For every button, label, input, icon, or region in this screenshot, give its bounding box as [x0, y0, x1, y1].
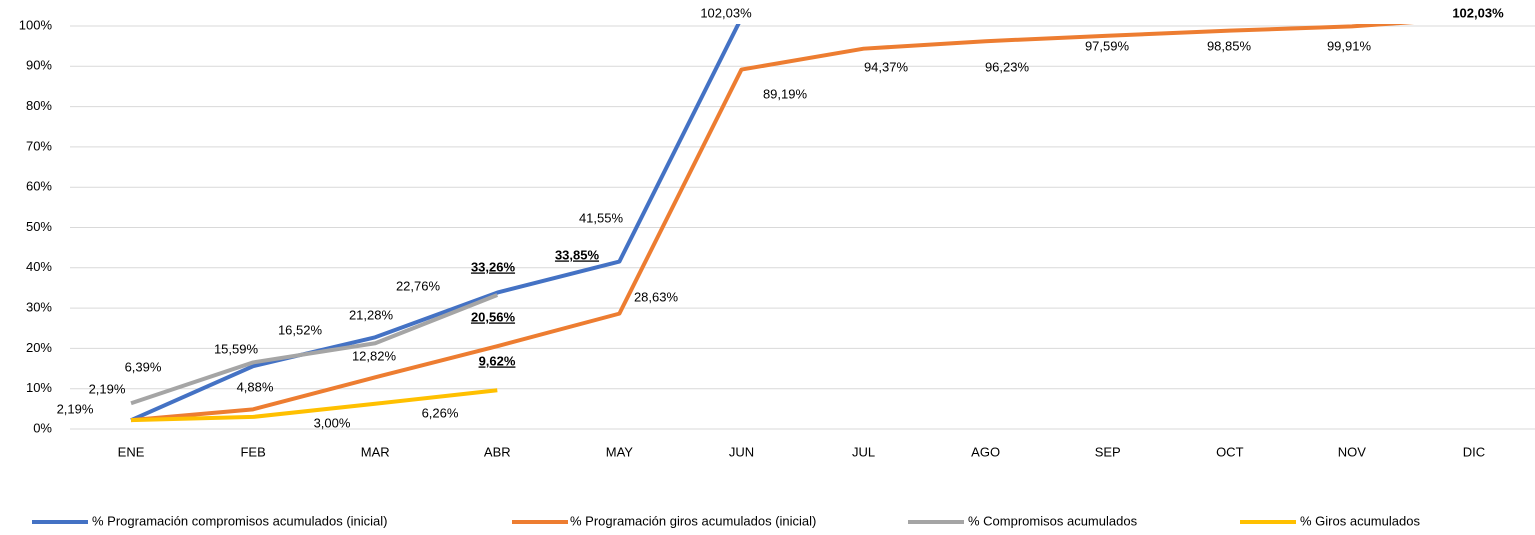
y-tick-label: 10%	[26, 380, 52, 395]
data-label: 20,56%	[471, 309, 516, 324]
data-label: 99,91%	[1327, 38, 1372, 53]
data-label: 3,00%	[314, 415, 351, 430]
data-label: 97,59%	[1085, 38, 1130, 53]
x-tick-label: ENE	[118, 444, 145, 459]
data-label: 102,03%	[700, 5, 752, 20]
x-tick-label: DIC	[1463, 444, 1485, 459]
labels: 2,19% 15,59% 22,76% 33,85% 41,55% 102,03% 4,88…	[32, 5, 1504, 528]
data-label: 12,82%	[352, 348, 397, 363]
data-label: 41,55%	[579, 210, 624, 225]
data-label: 6,26%	[422, 405, 459, 420]
x-tick-label: AGO	[971, 444, 1000, 459]
legend-label: % Compromisos acumulados	[968, 513, 1138, 528]
x-tick-label: MAY	[606, 444, 634, 459]
y-tick-label: 30%	[26, 300, 52, 315]
data-label: 102,03%	[1452, 5, 1504, 20]
y-tick-label: 20%	[26, 340, 52, 355]
data-label: 6,39%	[125, 359, 162, 374]
y-tick-label: 100%	[19, 17, 53, 32]
x-tick-label: MAR	[361, 444, 390, 459]
legend-label: % Programación compromisos acumulados (i…	[92, 513, 388, 528]
data-label: 4,88%	[237, 379, 274, 394]
data-label: 2,19%	[57, 401, 94, 416]
x-tick-label: FEB	[240, 444, 265, 459]
data-label: 9,62%	[479, 353, 516, 368]
legend-label: % Programación giros acumulados (inicial…	[570, 513, 816, 528]
y-tick-label: 80%	[26, 98, 52, 113]
y-tick-label: 70%	[26, 138, 52, 153]
data-label: 22,76%	[396, 278, 441, 293]
y-tick-label: 60%	[26, 179, 52, 194]
series-line	[130, 24, 1415, 423]
data-label: 21,28%	[349, 307, 394, 322]
data-label: 16,52%	[278, 322, 323, 337]
y-tick-label: 0%	[33, 420, 52, 435]
data-label: 28,63%	[634, 289, 679, 304]
series-line	[130, 24, 741, 423]
x-tick-label: JUN	[729, 444, 754, 459]
x-tick-label: JUL	[852, 444, 875, 459]
data-label: 33,26%	[471, 259, 516, 274]
plot-lines	[130, 24, 1415, 423]
series-line	[130, 293, 499, 406]
data-label: 89,19%	[763, 86, 808, 101]
data-label: 33,85%	[555, 247, 600, 262]
x-tick-label: OCT	[1216, 444, 1244, 459]
data-label: 94,37%	[864, 59, 909, 74]
x-tick-label: SEP	[1095, 444, 1121, 459]
x-tick-label: ABR	[484, 444, 511, 459]
x-tick-label: NOV	[1338, 444, 1367, 459]
data-label: 2,19%	[89, 381, 126, 396]
data-label: 96,23%	[985, 59, 1030, 74]
series-line	[130, 388, 498, 423]
y-tick-label: 40%	[26, 259, 52, 274]
legend-label: % Giros acumulados	[1300, 513, 1420, 528]
data-label: 98,85%	[1207, 38, 1252, 53]
y-tick-label: 50%	[26, 219, 52, 234]
grid: 0% 10% 20% 30% 40% 50% 60% 70% 80% 90% 100% ENE FEB M…	[19, 17, 1535, 459]
data-label: 15,59%	[214, 341, 259, 356]
y-tick-label: 90%	[26, 58, 52, 73]
